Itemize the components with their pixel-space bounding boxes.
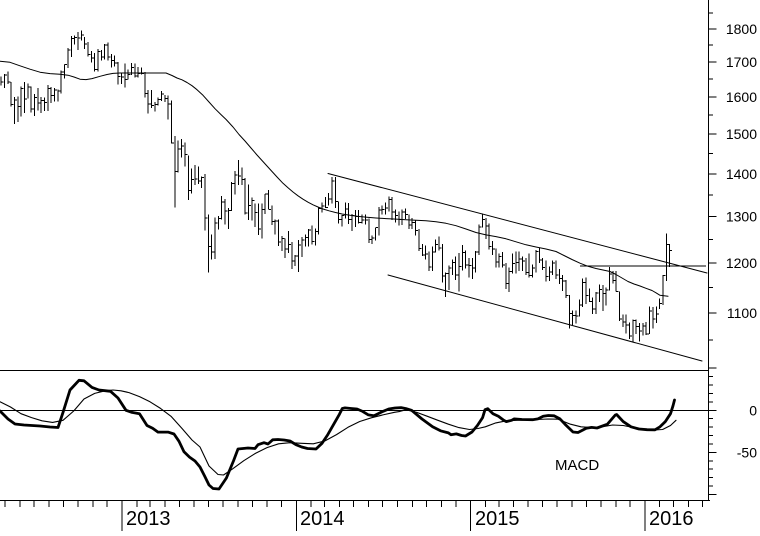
svg-text:1400: 1400 <box>726 166 757 182</box>
svg-text:1300: 1300 <box>726 209 757 225</box>
svg-text:1600: 1600 <box>726 89 757 105</box>
svg-text:0: 0 <box>749 402 757 418</box>
svg-text:1500: 1500 <box>726 126 757 142</box>
svg-text:1700: 1700 <box>726 54 757 70</box>
svg-text:1200: 1200 <box>726 255 757 271</box>
svg-text:1800: 1800 <box>726 21 757 37</box>
svg-text:1100: 1100 <box>727 305 757 321</box>
svg-text:MACD: MACD <box>555 457 599 474</box>
svg-text:2015: 2015 <box>475 508 520 530</box>
svg-text:-50: -50 <box>737 444 757 460</box>
svg-text:2016: 2016 <box>649 508 694 530</box>
svg-text:2013: 2013 <box>126 508 171 530</box>
svg-text:2014: 2014 <box>300 508 345 530</box>
